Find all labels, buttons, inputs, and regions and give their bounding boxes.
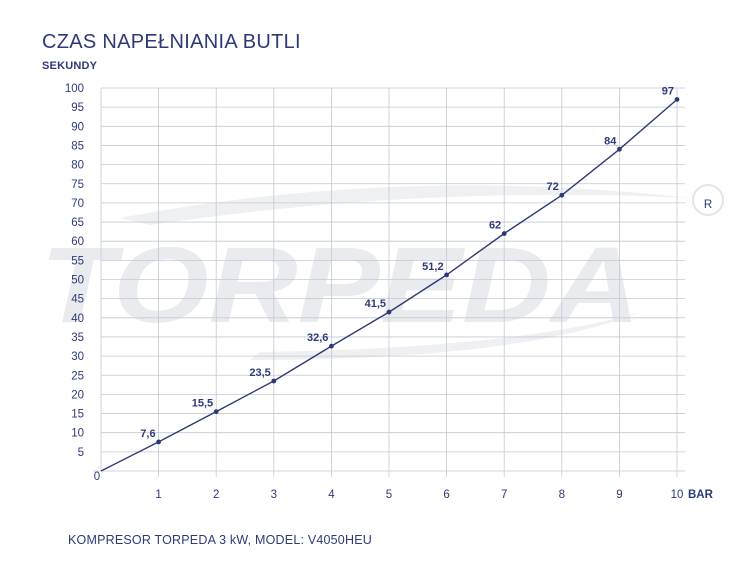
y-tick-label: 10: [71, 428, 84, 440]
y-tick-label: 5: [78, 447, 84, 459]
chart-footer-caption: KOMPRESOR TORPEDA 3 kW, MODEL: V4050HEU: [68, 533, 372, 547]
y-tick-label: 65: [71, 217, 84, 229]
data-point: [329, 343, 334, 349]
y-tick-label: 45: [71, 294, 84, 306]
x-tick-label: 1: [155, 489, 161, 501]
watermark-swoosh-top: [120, 185, 690, 225]
y-tick-label: 20: [71, 389, 84, 401]
x-tick-label: 7: [501, 489, 507, 501]
watermark-text: TORPEDA: [40, 224, 640, 345]
chart-title: CZAS NAPEŁNIANIA BUTLI: [42, 31, 301, 53]
data-point: [444, 272, 449, 278]
data-point: [674, 97, 680, 102]
x-tick-label: 2: [213, 489, 219, 501]
y-tick-label: 85: [71, 140, 84, 152]
x-tick-label: 3: [271, 489, 277, 501]
y-tick-label: 55: [71, 255, 84, 267]
y-tick-label: 40: [71, 313, 84, 325]
y-tick-label: 80: [71, 160, 84, 172]
data-point: [271, 378, 277, 384]
x-tick-label: 4: [328, 489, 335, 501]
y-tick-label: 90: [71, 121, 84, 133]
data-label: 84: [604, 135, 617, 147]
x-tick-label: 10: [671, 489, 684, 501]
data-point: [617, 146, 622, 152]
data-point: [501, 231, 507, 236]
y-tick-label: 35: [71, 332, 84, 344]
y-tick-label: 50: [71, 275, 84, 287]
watermark: TORPEDA R: [40, 184, 724, 360]
data-label: 7,6: [140, 428, 155, 440]
data-label: 23,5: [249, 367, 270, 379]
axis-tick-labels: 5101520253035404550556065707580859095100…: [65, 83, 714, 501]
data-label: 72: [547, 181, 559, 193]
data-label: 97: [662, 85, 674, 97]
x-axis-unit-label: BAR: [688, 489, 714, 501]
watermark-swoosh-bottom: [250, 312, 640, 360]
registered-mark: R: [704, 199, 712, 211]
origin-label: 0: [94, 471, 100, 483]
series-line: [100, 97, 680, 472]
chart-grid: [93, 87, 685, 477]
y-tick-label: 60: [71, 236, 84, 248]
data-label: 15,5: [192, 398, 213, 410]
x-tick-label: 6: [443, 489, 449, 501]
y-tick-label: 100: [65, 83, 84, 95]
y-tick-label: 15: [71, 409, 84, 421]
data-label: 62: [489, 220, 501, 232]
data-point: [386, 309, 392, 315]
x-tick-label: 8: [559, 489, 565, 501]
data-label: 41,5: [365, 298, 386, 310]
data-labels: 7,6 15,5 23,5 32,6 41,5 51,2 62 72 84 97: [140, 85, 674, 439]
data-label: 32,6: [307, 332, 328, 344]
registered-mark-circle: [692, 184, 724, 216]
y-axis-label: SEKUNDY: [42, 60, 98, 72]
y-tick-label: 70: [71, 198, 84, 210]
y-tick-label: 75: [71, 179, 84, 191]
data-point: [559, 192, 565, 198]
x-tick-label: 5: [386, 489, 392, 501]
x-tick-label: 9: [616, 489, 622, 501]
y-tick-label: 25: [71, 370, 84, 382]
data-point: [213, 409, 219, 415]
data-point: [156, 439, 162, 445]
y-tick-label: 30: [71, 351, 84, 363]
y-tick-label: 95: [71, 102, 84, 114]
data-label: 51,2: [422, 261, 443, 273]
